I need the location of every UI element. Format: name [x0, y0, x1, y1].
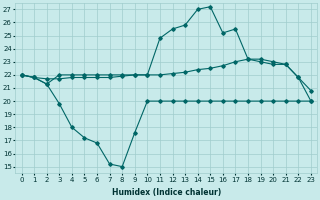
X-axis label: Humidex (Indice chaleur): Humidex (Indice chaleur): [112, 188, 221, 197]
